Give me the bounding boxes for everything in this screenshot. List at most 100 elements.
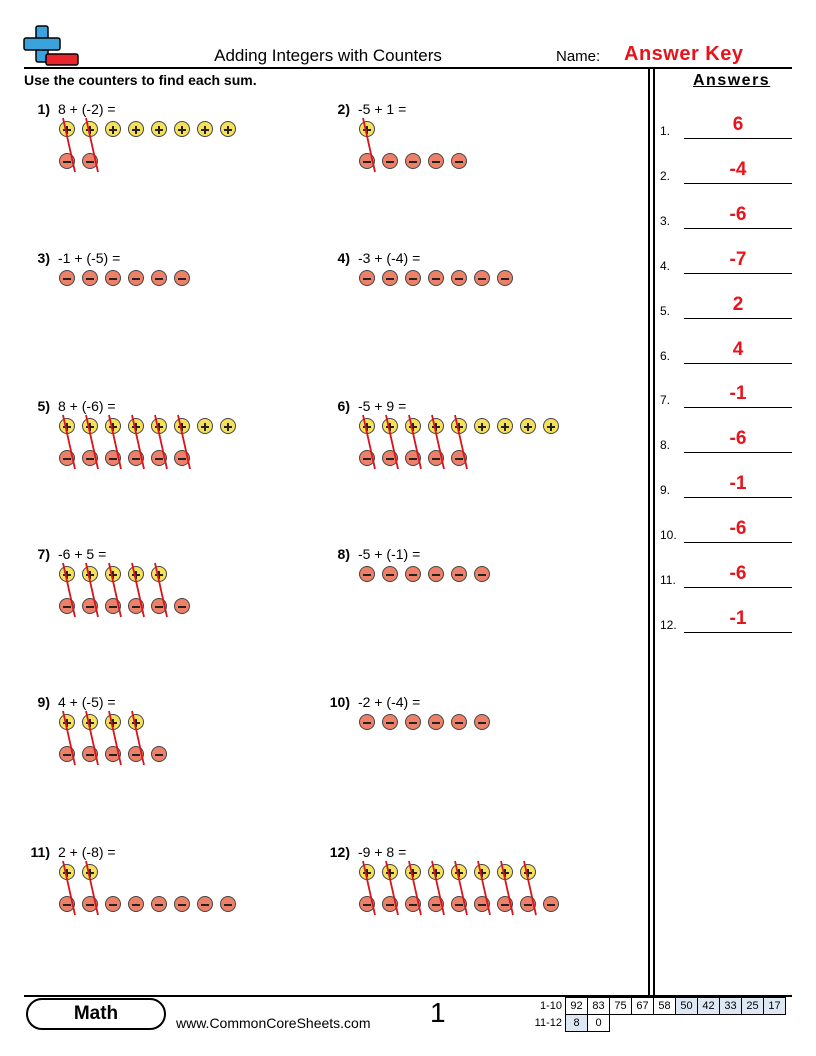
negative-counter xyxy=(82,270,98,286)
positive-counter xyxy=(474,418,490,434)
positive-counter xyxy=(520,418,536,434)
negative-counter xyxy=(151,450,167,466)
answer-key-label: Answer Key xyxy=(624,43,744,65)
negative-counter xyxy=(451,896,467,912)
negative-counter xyxy=(59,450,75,466)
negative-counter xyxy=(428,450,444,466)
answer-line xyxy=(684,272,792,274)
plus-minus-logo-icon xyxy=(23,25,79,66)
negative-counter xyxy=(543,896,559,912)
negative-counter xyxy=(151,896,167,912)
negative-counter xyxy=(359,714,375,730)
answer-value: -6 xyxy=(729,203,747,225)
negative-counter xyxy=(405,153,421,169)
negative-counter xyxy=(359,566,375,582)
negative-counter xyxy=(428,566,444,582)
score-cell: 75 xyxy=(609,997,632,1015)
problem-number: 2) xyxy=(337,101,350,117)
positive-counter xyxy=(197,121,213,137)
answer-number: 2. xyxy=(660,168,671,183)
problem-expression: -9 + 8 = xyxy=(358,844,407,860)
negative-counter xyxy=(174,450,190,466)
negative-counter xyxy=(82,746,98,762)
negative-counter xyxy=(382,450,398,466)
negative-counter xyxy=(474,714,490,730)
negative-counter xyxy=(428,896,444,912)
answer-line xyxy=(684,631,792,633)
problem-expression: -5 + 1 = xyxy=(358,101,407,117)
positive-counter xyxy=(151,121,167,137)
answer-number: 12. xyxy=(660,617,677,632)
header-divider xyxy=(24,67,792,69)
answer-line xyxy=(684,542,792,544)
negative-counter xyxy=(59,746,75,762)
negative-counter xyxy=(105,896,121,912)
answer-line xyxy=(684,227,792,229)
score-cell: 67 xyxy=(631,997,654,1015)
negative-counter xyxy=(405,450,421,466)
positive-counter xyxy=(474,864,490,880)
negative-counter xyxy=(220,896,236,912)
negative-counter xyxy=(174,598,190,614)
footer-divider xyxy=(24,995,792,997)
negative-counter xyxy=(428,714,444,730)
answer-line xyxy=(684,362,792,364)
problem-number: 1) xyxy=(37,101,50,117)
negative-counter xyxy=(128,270,144,286)
answer-value: -6 xyxy=(729,518,747,540)
website-url: www.CommonCoreSheets.com xyxy=(176,1015,371,1031)
problem-expression: -2 + (-4) = xyxy=(358,694,421,710)
answer-number: 11. xyxy=(660,573,676,587)
answer-value: -6 xyxy=(729,428,747,450)
negative-counter xyxy=(105,746,121,762)
positive-counter xyxy=(405,864,421,880)
positive-counter xyxy=(543,418,559,434)
negative-counter xyxy=(82,153,98,169)
problem-number: 12) xyxy=(329,844,350,860)
positive-counter xyxy=(82,121,98,137)
negative-counter xyxy=(474,270,490,286)
positive-counter xyxy=(520,864,536,880)
problem-number: 8) xyxy=(337,546,350,562)
score-cell: 58 xyxy=(653,997,676,1015)
negative-counter xyxy=(451,566,467,582)
name-label: Name: xyxy=(556,48,601,65)
problem-expression: -5 + 9 = xyxy=(358,398,407,414)
answer-value: -1 xyxy=(729,383,747,405)
negative-counter xyxy=(105,270,121,286)
positive-counter xyxy=(382,418,398,434)
score-row: 11-12 8 0 xyxy=(529,1014,786,1032)
score-row-label: 11-12 xyxy=(534,1017,562,1029)
answer-line xyxy=(684,138,792,139)
positive-counter xyxy=(497,418,513,434)
answer-line xyxy=(684,452,792,454)
answer-number: 4. xyxy=(660,258,671,273)
negative-counter xyxy=(405,714,421,730)
positive-counter xyxy=(220,418,236,434)
negative-counter xyxy=(382,566,398,582)
problem-number: 11) xyxy=(30,844,50,860)
positive-counter xyxy=(428,418,444,434)
answer-line xyxy=(684,317,792,319)
positive-counter xyxy=(497,864,513,880)
answer-value: 6 xyxy=(732,114,744,135)
score-cell: 0 xyxy=(587,1014,610,1032)
positive-counter xyxy=(451,864,467,880)
negative-counter xyxy=(474,896,490,912)
problem-expression: -6 + 5 = xyxy=(58,546,107,562)
problem-number: 4) xyxy=(337,250,350,266)
positive-counter xyxy=(359,121,375,137)
problem-expression: 8 + (-2) = xyxy=(58,101,116,117)
positive-counter xyxy=(405,418,421,434)
positive-counter xyxy=(59,121,75,137)
negative-counter xyxy=(59,598,75,614)
negative-counter xyxy=(382,896,398,912)
positive-counter xyxy=(220,121,236,137)
negative-counter xyxy=(428,153,444,169)
positive-counter xyxy=(174,418,190,434)
positive-counter xyxy=(105,566,121,582)
negative-counter xyxy=(405,566,421,582)
positive-counter xyxy=(174,121,190,137)
problem-number: 5) xyxy=(37,398,50,414)
answer-line xyxy=(684,587,792,588)
